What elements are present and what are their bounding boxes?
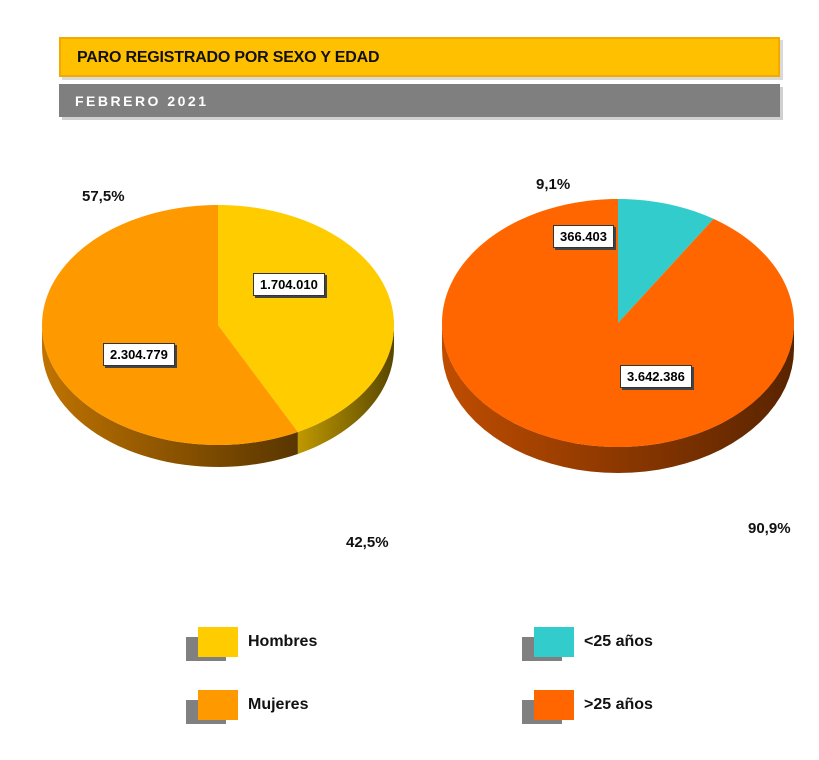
value-label-menores-25: 366.403 [553,225,614,248]
pie-slice-mujeres [42,205,298,445]
pie-slice-hombres [218,205,394,432]
pie-side-hombres [297,325,394,454]
pct-label-hombres: 42,5% [346,534,389,551]
pie-slice-25-a-os [618,199,714,323]
legend-swatch-hombres [186,627,238,661]
value-label-hombres: 1.704.010 [253,273,325,296]
pie-side-25-a-os [442,323,794,473]
pct-label-mayores-25: 90,9% [748,520,791,537]
value-label-mujeres: 2.304.779 [103,343,175,366]
legend-label-mujeres: Mujeres [248,696,309,713]
pie-chart-edad [442,199,794,473]
pie-side-mujeres [42,325,298,467]
legend-label-mayores-25: >25 años [584,696,653,713]
legend-swatch-mayores-25 [522,690,574,724]
chart-title: PARO REGISTRADO POR SEXO Y EDAD [77,49,380,66]
legend-label-menores-25: <25 años [584,633,653,650]
value-label-mayores-25: 3.642.386 [620,365,692,388]
legend-swatch-menores-25 [522,627,574,661]
pie-chart-sexo [42,205,394,467]
pct-label-menores-25: 9,1% [536,176,571,193]
chart-title-bar: PARO REGISTRADO POR SEXO Y EDAD [59,37,780,77]
legend-label-hombres: Hombres [248,633,318,650]
chart-subtitle-bar: FEBRERO 2021 [59,84,780,117]
pie-slice-25-a-os [442,199,794,447]
legend-swatch-mujeres [186,690,238,724]
chart-subtitle: FEBRERO 2021 [75,93,209,109]
pct-label-mujeres: 57,5% [82,188,125,205]
